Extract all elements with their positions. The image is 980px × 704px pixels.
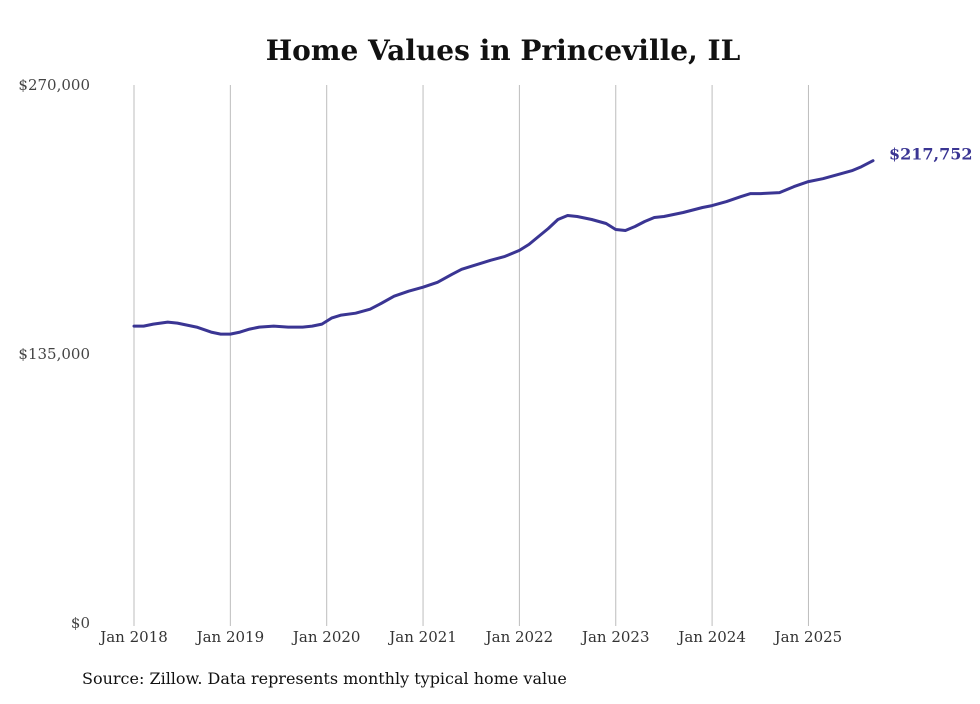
data-point xyxy=(239,331,242,334)
data-point xyxy=(287,326,290,329)
data-point xyxy=(186,324,189,327)
data-point xyxy=(821,177,824,180)
data-point xyxy=(576,215,579,218)
source-note: Source: Zillow. Data represents monthly … xyxy=(82,669,567,688)
data-point xyxy=(634,225,637,228)
data-point xyxy=(643,220,646,223)
x-tick-label-3: Jan 2021 xyxy=(387,628,457,646)
data-point xyxy=(460,268,463,271)
data-point xyxy=(711,204,714,207)
data-point xyxy=(451,273,454,276)
data-point xyxy=(778,191,781,194)
data-point xyxy=(624,229,627,232)
data-point xyxy=(872,159,875,162)
x-tick-label-2: Jan 2020 xyxy=(291,628,361,646)
y-tick-label-2: $270,000 xyxy=(18,76,90,94)
data-point xyxy=(518,249,521,252)
data-point xyxy=(354,312,357,315)
data-point xyxy=(850,169,853,172)
data-point xyxy=(248,328,251,331)
data-point xyxy=(330,317,333,320)
data-point xyxy=(378,303,381,306)
data-point xyxy=(142,325,145,328)
data-point xyxy=(272,325,275,328)
series-line-0 xyxy=(132,159,875,336)
data-point xyxy=(605,222,608,225)
x-axis-ticks: Jan 2018 Jan 2019 Jan 2020 Jan 2021 Jan 2022… xyxy=(98,628,842,646)
end-value-label: $217,752 xyxy=(889,145,973,164)
data-point xyxy=(740,195,743,198)
data-point xyxy=(219,333,222,336)
data-point xyxy=(725,200,728,203)
data-point xyxy=(749,192,752,195)
data-point xyxy=(340,314,343,317)
data-point xyxy=(836,173,839,176)
data-point xyxy=(653,216,656,219)
data-point xyxy=(210,331,213,334)
data-point xyxy=(258,326,261,329)
data-point xyxy=(479,262,482,265)
data-point xyxy=(393,295,396,298)
x-tick-label-7: Jan 2025 xyxy=(773,628,843,646)
data-point xyxy=(860,165,863,168)
series-layer xyxy=(132,159,875,336)
data-point xyxy=(152,323,155,326)
data-point xyxy=(682,211,685,214)
y-axis-ticks: $0 $135,000 $270,000 xyxy=(18,76,90,632)
data-point xyxy=(662,215,665,218)
data-point xyxy=(301,326,304,329)
x-tick-label-0: Jan 2018 xyxy=(98,628,168,646)
data-point xyxy=(807,180,810,183)
data-point xyxy=(590,218,593,221)
data-point xyxy=(759,192,762,195)
x-tick-label-4: Jan 2022 xyxy=(484,628,554,646)
data-point xyxy=(556,218,559,221)
data-point xyxy=(407,290,410,293)
data-point xyxy=(133,325,136,328)
data-point xyxy=(503,255,506,258)
x-tick-label-6: Jan 2024 xyxy=(676,628,746,646)
data-point xyxy=(369,308,372,311)
x-tick-label-5: Jan 2023 xyxy=(580,628,650,646)
data-point xyxy=(537,235,540,238)
data-point xyxy=(701,206,704,209)
data-point xyxy=(489,259,492,262)
data-point xyxy=(176,322,179,325)
data-point xyxy=(470,265,473,268)
data-point xyxy=(436,281,439,284)
x-tick-label-1: Jan 2019 xyxy=(195,628,265,646)
grid-lines xyxy=(133,85,809,626)
data-point xyxy=(195,326,198,329)
data-point xyxy=(229,333,232,336)
data-point xyxy=(528,243,531,246)
data-point xyxy=(793,185,796,188)
y-tick-label-1: $135,000 xyxy=(18,345,90,363)
chart-title: Home Values in Princeville, IL xyxy=(266,34,741,67)
data-point xyxy=(320,323,323,326)
data-point xyxy=(166,321,169,324)
data-point xyxy=(566,214,569,217)
y-tick-label-0: $0 xyxy=(71,614,90,632)
data-point xyxy=(422,286,425,289)
data-point xyxy=(311,325,314,328)
data-point xyxy=(547,227,550,230)
data-point xyxy=(614,228,617,231)
